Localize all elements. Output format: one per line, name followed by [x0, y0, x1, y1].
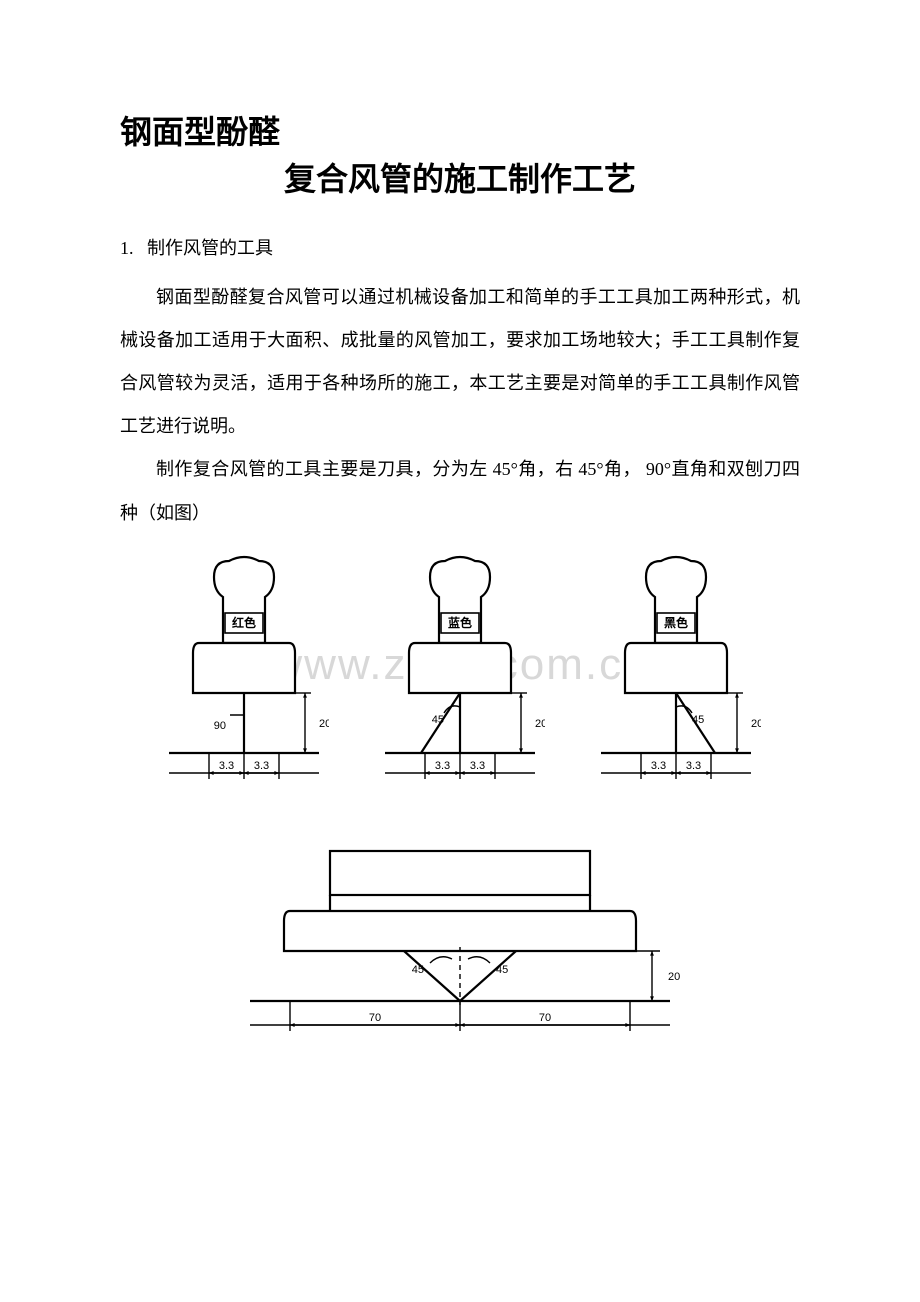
svg-text:红色: 红色: [232, 615, 256, 630]
section-heading: 制作风管的工具: [147, 238, 273, 258]
svg-text:70: 70: [539, 1012, 551, 1024]
section-number: 1.: [120, 238, 134, 258]
svg-text:3.3: 3.3: [686, 760, 701, 772]
title-block: 钢面型酚醛 复合风管的施工制作工艺: [120, 110, 800, 202]
svg-text:3.3: 3.3: [651, 760, 666, 772]
svg-text:3.3: 3.3: [470, 760, 485, 772]
svg-text:20: 20: [751, 718, 761, 730]
svg-text:45: 45: [412, 964, 424, 976]
svg-text:蓝色: 蓝色: [448, 615, 472, 630]
svg-text:20: 20: [668, 971, 680, 983]
svg-text:20: 20: [535, 718, 545, 730]
figure-double-plane: 45 45 20 70 70: [220, 833, 700, 1053]
svg-text:黑色: 黑色: [664, 615, 688, 630]
section-1-header: 1. 制作风管的工具: [120, 230, 800, 266]
title-line2: 复合风管的施工制作工艺: [120, 157, 800, 202]
svg-text:3.3: 3.3: [219, 760, 234, 772]
svg-text:90: 90: [214, 720, 226, 732]
title-line1: 钢面型酚醛: [120, 110, 800, 155]
figure-tool-right45: 黑色 45 20 3.3 3.3: [591, 553, 761, 813]
paragraph-1: 钢面型酚醛复合风管可以通过机械设备加工和简单的手工工具加工两种形式，机械设备加工…: [120, 276, 800, 449]
svg-text:3.3: 3.3: [254, 760, 269, 772]
svg-text:45: 45: [432, 714, 444, 726]
figure-tool-90: 红色 90 20 3.3 3.3: [159, 553, 329, 813]
svg-text:45: 45: [496, 964, 508, 976]
figures-block: 红色 90 20 3.3 3.3 蓝色 45 20 3.3 3.3 黑色 45 20 3.3 3.3 4…: [120, 553, 800, 1053]
figure-row-tools: 红色 90 20 3.3 3.3 蓝色 45 20 3.3 3.3 黑色 45 20 3.3 3.3: [159, 553, 761, 813]
svg-text:20: 20: [319, 718, 329, 730]
figure-tool-left45: 蓝色 45 20 3.3 3.3: [375, 553, 545, 813]
svg-text:3.3: 3.3: [435, 760, 450, 772]
svg-text:45: 45: [692, 714, 704, 726]
svg-text:70: 70: [369, 1012, 381, 1024]
paragraph-2: 制作复合风管的工具主要是刀具，分为左 45°角，右 45°角， 90°直角和双刨…: [120, 448, 800, 534]
